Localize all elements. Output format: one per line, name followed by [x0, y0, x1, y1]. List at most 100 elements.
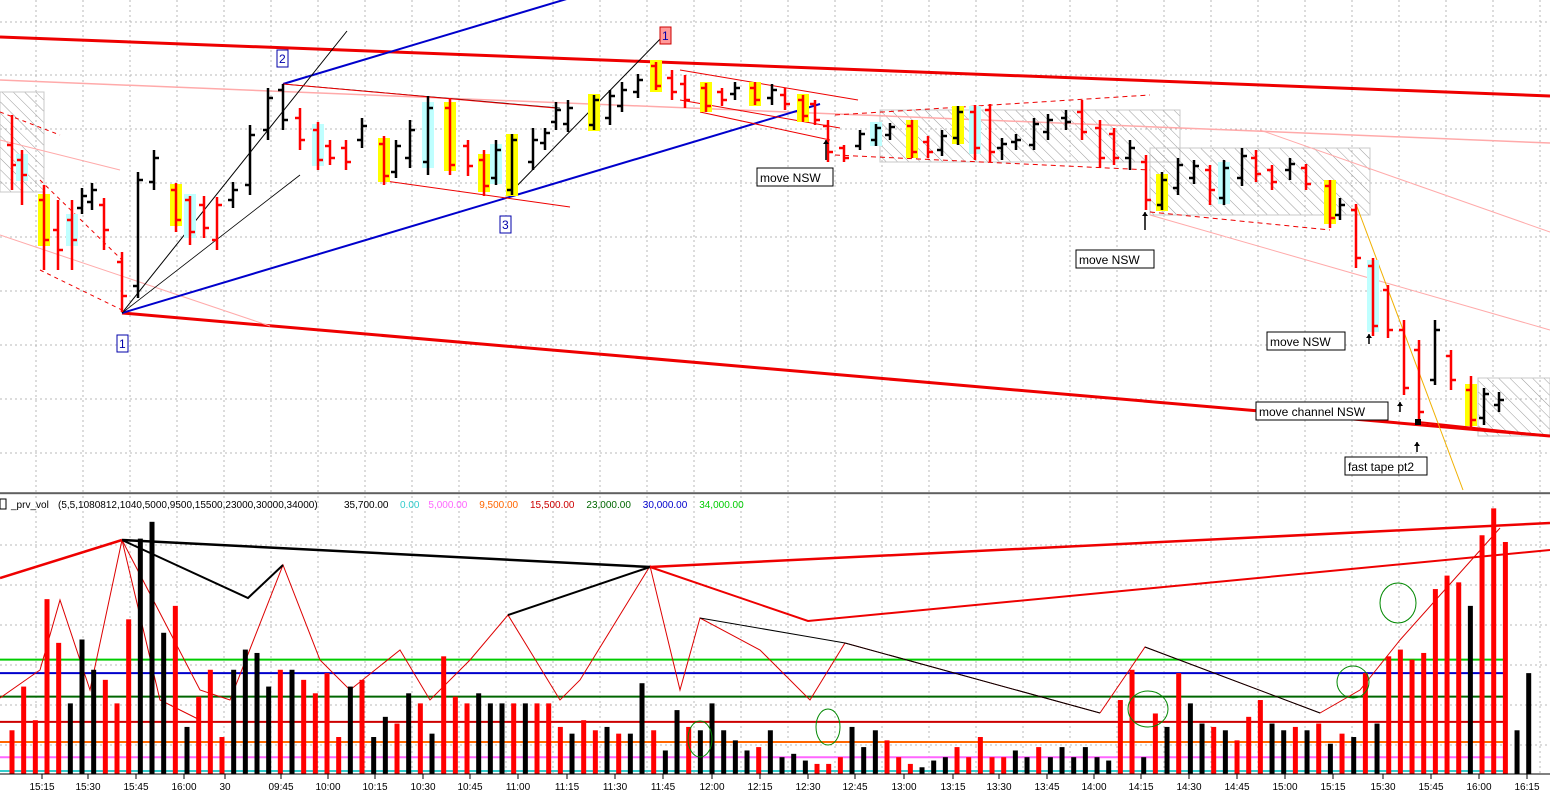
price-bar [1077, 100, 1087, 140]
trendline[interactable] [1149, 214, 1550, 331]
level-label: 9,500.00 [479, 500, 518, 511]
price-bar [680, 75, 690, 108]
price-bar [1173, 158, 1183, 195]
level-label: 0.00 [400, 500, 420, 511]
swing-label-swing-3: 3 [499, 215, 512, 234]
trendline[interactable] [121, 174, 301, 314]
annotation-text: move channel NSW [1259, 405, 1366, 419]
trendline[interactable] [0, 139, 121, 171]
volume-bar [429, 733, 435, 774]
trendline[interactable] [39, 179, 123, 261]
swing-label-text: 1 [119, 337, 126, 351]
volume-bar [592, 730, 598, 774]
price-bar [633, 74, 643, 98]
volume-bar [1386, 656, 1392, 774]
price-bar [39, 185, 49, 270]
volume-bar [546, 703, 552, 774]
price-bar [798, 95, 808, 122]
trendline[interactable] [39, 269, 123, 311]
zigzag-line[interactable] [699, 617, 1101, 714]
indicator-level-labels: 0.00 5,000.00 9,500.00 15,500.00 23,000.00 30… [400, 500, 744, 511]
volume-bar [452, 696, 458, 774]
trendline[interactable] [377, 179, 571, 208]
price-bar [1095, 120, 1105, 168]
volume-bar [1071, 757, 1077, 774]
zigzag-line[interactable] [649, 549, 1550, 623]
price-bar [391, 140, 401, 178]
volume-bar [394, 723, 400, 774]
trendline[interactable] [679, 69, 859, 101]
zigzag-line[interactable] [1144, 646, 1321, 714]
annotations: move NSW move NSW move NSW move channel NSW… [116, 26, 1428, 476]
volume-bar [616, 733, 622, 774]
trendline[interactable] [282, 83, 556, 109]
volume-bar [1234, 740, 1240, 774]
volume-bar [802, 760, 808, 774]
volume-bar [102, 679, 108, 774]
zigzag-line[interactable] [0, 538, 123, 580]
price-bar [953, 106, 963, 145]
price-bar [1011, 134, 1021, 150]
price-bar [53, 200, 63, 270]
volume-bar [1304, 730, 1310, 774]
price-bar [1383, 285, 1393, 338]
trendline[interactable] [0, 35, 1550, 98]
x-tick-label: 09:45 [268, 782, 293, 793]
trendline[interactable] [121, 30, 348, 314]
price-bar [1301, 164, 1311, 190]
volume-bar [126, 619, 132, 774]
level-label: 5,000.00 [428, 500, 467, 511]
highlight-circle [687, 720, 713, 758]
zigzag-line[interactable] [649, 521, 1550, 569]
level-label: 23,000.00 [586, 500, 631, 511]
trendline[interactable] [0, 111, 61, 136]
level-label: 34,000.00 [699, 500, 744, 511]
trendline[interactable] [699, 111, 831, 141]
price-bar [1141, 155, 1151, 210]
zigzag-line[interactable] [121, 538, 651, 569]
zigzag-line[interactable] [0, 539, 201, 721]
volume-bar [977, 737, 983, 774]
volume-bar [1514, 730, 1520, 774]
zigzag-line[interactable] [507, 566, 651, 616]
price-bar [77, 188, 87, 214]
price-bar [767, 84, 777, 105]
zigzag-line[interactable] [121, 539, 284, 600]
x-tick-label: 15:15 [1320, 782, 1345, 793]
trendline[interactable] [121, 103, 821, 314]
x-tick-label: 10:30 [410, 782, 435, 793]
price-bar [491, 140, 501, 185]
price-bar [750, 82, 760, 105]
trendline[interactable] [1417, 421, 1550, 437]
trendline[interactable] [507, 32, 667, 196]
price-bar [1335, 198, 1345, 220]
volume-bar [324, 673, 330, 774]
price-bar [605, 90, 615, 125]
trendline[interactable] [282, 0, 580, 85]
volume-bar [779, 757, 785, 774]
volume-bar [651, 730, 657, 774]
volume-bar [1281, 730, 1287, 774]
trendline[interactable] [834, 154, 1151, 171]
volume-bar [1316, 723, 1322, 774]
price-bar [1430, 320, 1440, 385]
trendline[interactable] [1149, 211, 1331, 231]
zigzag-line[interactable] [1099, 527, 1501, 714]
volume-bar [942, 757, 948, 774]
indicator-box-icon[interactable] [0, 498, 7, 510]
trendline[interactable] [1259, 129, 1550, 233]
volume-bar [184, 726, 190, 774]
trendline[interactable] [1355, 203, 1464, 491]
x-tick-label: 15:15 [29, 782, 54, 793]
volume-bar [826, 763, 832, 774]
price-bar [405, 120, 415, 168]
trendline[interactable] [834, 94, 1151, 116]
x-tick-label: 13:15 [940, 782, 965, 793]
price-bar [341, 140, 351, 170]
price-bar [589, 95, 599, 130]
volume-bar [1374, 723, 1380, 774]
volume-bar [406, 693, 412, 774]
volume-bar [266, 686, 272, 774]
trendline[interactable] [0, 79, 1550, 144]
